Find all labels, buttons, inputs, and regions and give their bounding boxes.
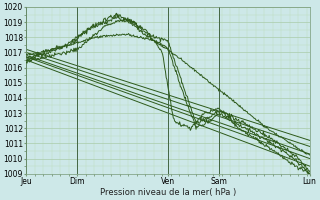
X-axis label: Pression niveau de la mer( hPa ): Pression niveau de la mer( hPa ) xyxy=(100,188,236,197)
